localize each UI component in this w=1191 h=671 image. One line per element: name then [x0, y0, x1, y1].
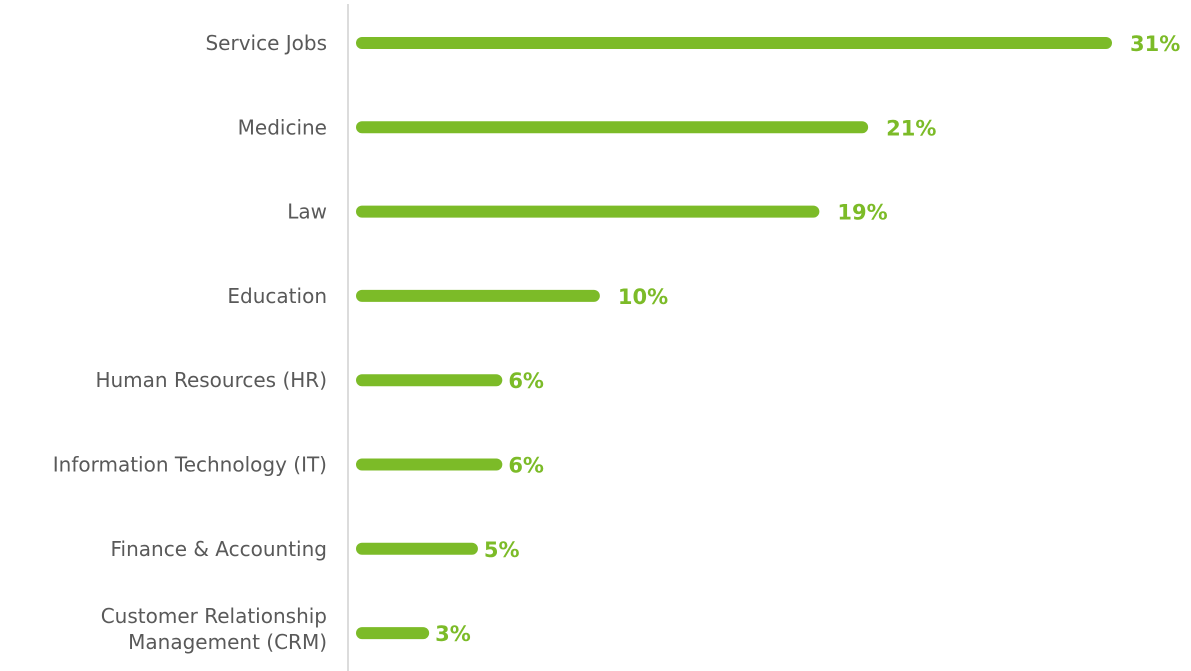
bar	[356, 458, 503, 471]
category-label-line: Management (CRM)	[128, 630, 327, 654]
bar	[356, 374, 503, 387]
category-label: Information Technology (IT)	[53, 453, 327, 477]
category-label: Customer Relationship Management (CRM)	[101, 604, 327, 654]
value-label: 6%	[508, 369, 544, 393]
value-label: 6%	[508, 454, 544, 478]
category-label-line: Law	[287, 200, 327, 224]
value-label: 3%	[435, 622, 471, 646]
category-label: Education	[227, 284, 327, 308]
category-label-line: Education	[227, 284, 327, 308]
category-label: Finance & Accounting	[110, 537, 327, 561]
category-label-line: Medicine	[238, 115, 327, 139]
category-label: Human Resources (HR)	[95, 368, 327, 392]
bars-group: 31% Service Jobs 21% Medicine 19% Law 10% Educa…	[53, 31, 1181, 654]
category-label-line: Human Resources (HR)	[95, 368, 327, 392]
bar	[356, 121, 869, 134]
value-label: 19%	[837, 201, 887, 225]
category-label: Medicine	[238, 115, 327, 139]
category-label: Law	[287, 200, 327, 224]
bar	[356, 627, 430, 640]
value-label: 10%	[618, 285, 668, 309]
value-label: 21%	[886, 116, 936, 140]
bar	[356, 289, 600, 302]
value-label: 5%	[484, 538, 520, 562]
category-label-line: Information Technology (IT)	[53, 453, 327, 477]
bar	[356, 37, 1112, 49]
category-label-line: Customer Relationship	[101, 604, 327, 628]
category-label-line: Service Jobs	[205, 31, 327, 55]
category-label: Service Jobs	[205, 31, 327, 55]
bar	[356, 542, 478, 555]
value-label: 31%	[1130, 32, 1180, 56]
bar	[356, 205, 820, 218]
category-label-line: Finance & Accounting	[110, 537, 327, 561]
